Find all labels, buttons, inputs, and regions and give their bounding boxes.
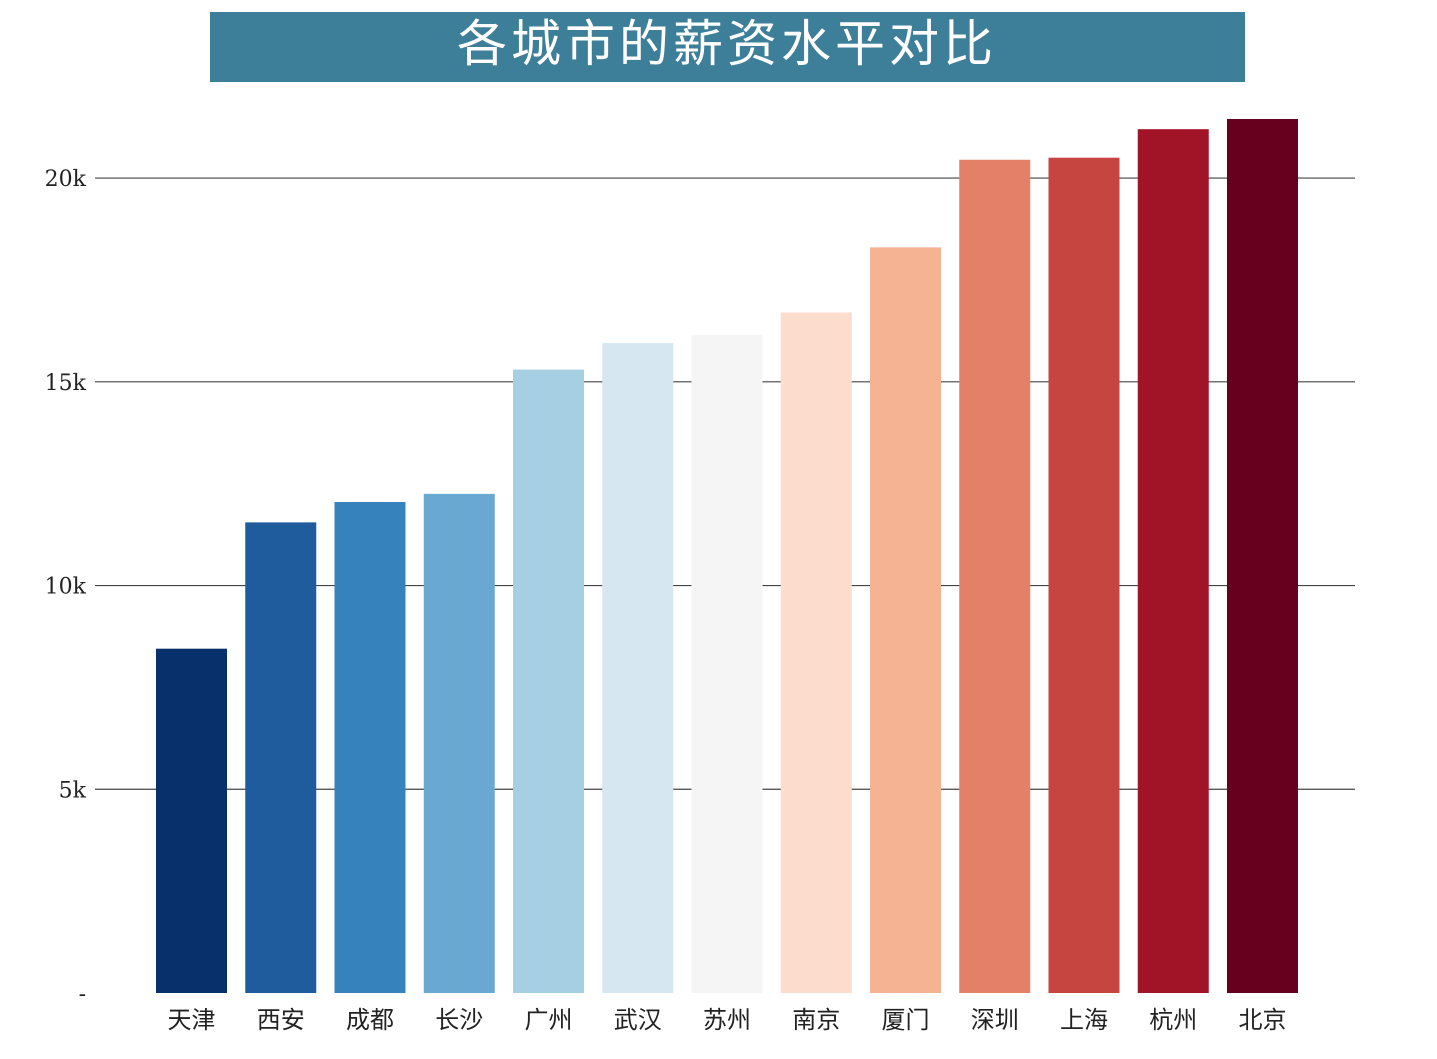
title-banner: [210, 12, 1245, 82]
bar: [156, 648, 227, 993]
y-axis-ticks: - 5k 10k 15k 20k: [45, 167, 87, 1007]
x-tick-label: 苏州: [703, 1006, 751, 1034]
x-tick-label: 西安: [257, 1006, 305, 1034]
x-tick-label: 武汉: [614, 1006, 662, 1034]
bar: [602, 343, 674, 994]
y-tick-label: 20k: [45, 167, 87, 192]
bar: [870, 247, 941, 993]
bar: [245, 522, 317, 993]
y-tick-label: 15k: [45, 371, 87, 396]
bar: [1137, 129, 1209, 994]
chart-title: 各城市的薪资水平对比: [457, 15, 997, 73]
x-tick-label: 深圳: [971, 1006, 1019, 1034]
x-axis-labels: 天津 西安 成都 长沙 广州 武汉 苏州 南京 厦门 深圳 上海 杭州 北京: [168, 1006, 1287, 1034]
bar: [1048, 157, 1120, 993]
x-tick-label: 上海: [1060, 1006, 1108, 1034]
bars: [156, 119, 1298, 994]
bar: [959, 159, 1031, 994]
bar: [423, 493, 495, 993]
x-tick-label: 成都: [346, 1006, 394, 1034]
y-tick-label: -: [79, 982, 86, 1007]
y-tick-label: 10k: [45, 575, 87, 600]
x-tick-label: 北京: [1239, 1006, 1287, 1034]
bar: [691, 334, 763, 993]
x-tick-label: 杭州: [1149, 1006, 1197, 1034]
bar: [1227, 119, 1298, 993]
x-tick-label: 广州: [525, 1006, 573, 1034]
bar: [513, 369, 584, 993]
x-tick-label: 长沙: [435, 1006, 483, 1034]
x-tick-label: 厦门: [882, 1006, 930, 1034]
bar: [334, 502, 406, 993]
bar: [780, 312, 852, 994]
x-tick-label: 天津: [168, 1006, 216, 1034]
x-tick-label: 南京: [792, 1006, 840, 1034]
y-tick-label: 5k: [59, 778, 87, 803]
